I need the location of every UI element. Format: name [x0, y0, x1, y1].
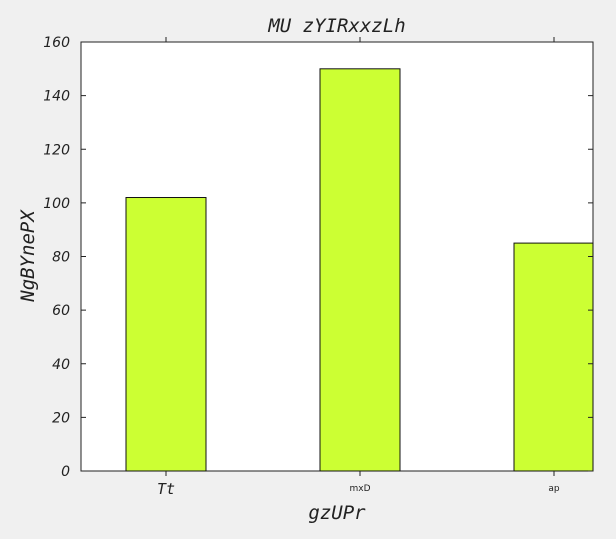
bar-mxD — [319, 68, 401, 472]
x-tick-label-Tt: Tt — [157, 480, 175, 498]
y-tick-label-100: 100 — [43, 196, 70, 212]
y-axis-label: NgBYnePX — [17, 209, 39, 303]
y-axis: 0 20 40 60 80 100 120 140 160 — [43, 35, 593, 480]
bars-group — [125, 68, 594, 472]
y-tick-label-160: 160 — [43, 35, 70, 51]
y-tick-label-0: 0 — [61, 464, 70, 480]
bar-Tt — [125, 197, 207, 472]
x-tick-label-ap: ap — [548, 484, 560, 494]
y-tick-label-140: 140 — [43, 89, 70, 105]
bar-ap — [513, 242, 594, 472]
y-tick-label-60: 60 — [52, 303, 70, 319]
x-axis: Tt mxD ap — [157, 37, 560, 498]
y-tick-label-40: 40 — [52, 357, 70, 373]
y-tick-label-20: 20 — [52, 410, 70, 426]
y-tick-label-80: 80 — [52, 250, 70, 266]
x-axis-label: gzUPr — [308, 502, 366, 524]
y-tick-label-120: 120 — [43, 142, 70, 158]
x-tick-label-mxD: mxD — [349, 484, 370, 494]
chart-title: MU zYIRxxzLh — [267, 15, 405, 37]
